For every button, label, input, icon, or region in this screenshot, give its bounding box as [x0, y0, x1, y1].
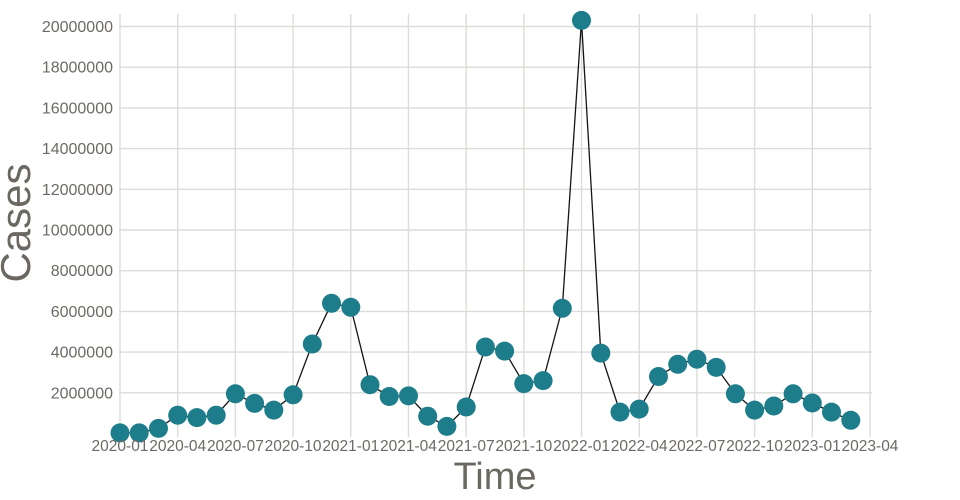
x-tick-label: 2020-07: [207, 438, 264, 455]
data-point-2020-07: [225, 384, 245, 404]
data-point-2022-01: [572, 10, 591, 30]
series-line: [120, 20, 852, 434]
data-point-2020-03: [149, 418, 168, 438]
x-tick-label: 2022-04: [611, 438, 668, 455]
y-tick-label: 14000000: [42, 141, 113, 158]
x-tick-label: 2022-10: [726, 438, 783, 455]
data-point-2022-11: [764, 396, 784, 416]
data-point-2021-11: [533, 371, 553, 391]
x-axis-title: Time: [453, 456, 536, 498]
x-tick-label: 2020-04: [149, 438, 206, 455]
y-tick-label: 10000000: [42, 223, 113, 240]
data-point-2021-02: [360, 375, 380, 395]
data-point-2020-11: [302, 334, 322, 354]
data-point-2021-09: [495, 341, 515, 361]
data-point-2021-07: [456, 397, 476, 417]
data-point-2023-03: [841, 410, 861, 430]
data-point-2021-03: [379, 387, 399, 406]
data-point-2020-10: [283, 385, 303, 405]
data-point-2022-07: [687, 349, 707, 369]
data-point-2022-09: [725, 384, 745, 404]
data-point-2022-08: [706, 357, 726, 377]
series-layer: [110, 10, 861, 443]
data-point-2021-06: [437, 416, 457, 436]
y-tick-label: 20000000: [42, 19, 113, 36]
data-point-2020-05: [187, 408, 207, 428]
data-point-2023-02: [822, 402, 841, 422]
tick-label-layer: 2000000 4000000 6000000 8000000 10000000 1200…: [42, 19, 899, 455]
data-point-2022-10: [745, 400, 765, 420]
y-tick-label: 8000000: [51, 263, 113, 280]
data-point-2021-05: [418, 406, 438, 426]
data-point-2022-03: [610, 402, 630, 422]
x-tick-label: 2021-07: [438, 438, 495, 455]
y-tick-label: 16000000: [42, 100, 113, 117]
y-tick-label: 4000000: [51, 345, 113, 362]
data-point-2021-12: [552, 298, 572, 318]
x-tick-label: 2021-10: [495, 438, 552, 455]
data-point-2023-01: [802, 393, 822, 413]
data-point-2021-08: [475, 337, 495, 357]
x-tick-label: 2020-10: [265, 438, 322, 455]
data-point-2022-06: [668, 354, 688, 374]
data-point-2020-09: [264, 400, 284, 420]
x-tick-label: 2021-04: [380, 438, 437, 455]
y-tick-label: 18000000: [42, 60, 113, 77]
data-point-2021-04: [399, 386, 418, 406]
data-point-2020-06: [206, 405, 226, 425]
data-point-2022-05: [649, 367, 668, 386]
x-tick-label: 2022-01: [553, 438, 610, 455]
data-point-2020-08: [245, 393, 265, 413]
data-point-2022-12: [783, 384, 803, 404]
data-point-2022-04: [629, 399, 649, 419]
data-point-2021-01: [341, 297, 361, 317]
grid-layer: [119, 14, 872, 437]
y-axis-title: Cases: [0, 163, 39, 282]
y-tick-label: 2000000: [51, 385, 113, 402]
x-tick-label: 2022-07: [668, 438, 725, 455]
y-tick-label: 12000000: [42, 182, 113, 199]
x-tick-label: 2021-01: [322, 438, 379, 455]
data-point-2020-04: [168, 405, 188, 425]
data-point-2020-01: [110, 423, 130, 443]
data-point-2022-02: [591, 343, 611, 363]
data-point-2020-12: [322, 293, 341, 313]
x-tick-label: 2023-01: [784, 438, 841, 455]
y-tick-label: 6000000: [51, 304, 113, 321]
data-point-2021-10: [514, 374, 534, 394]
x-tick-label: 2020-01: [92, 438, 149, 455]
x-tick-label: 2023-04: [842, 438, 899, 455]
data-point-2020-02: [129, 423, 149, 443]
